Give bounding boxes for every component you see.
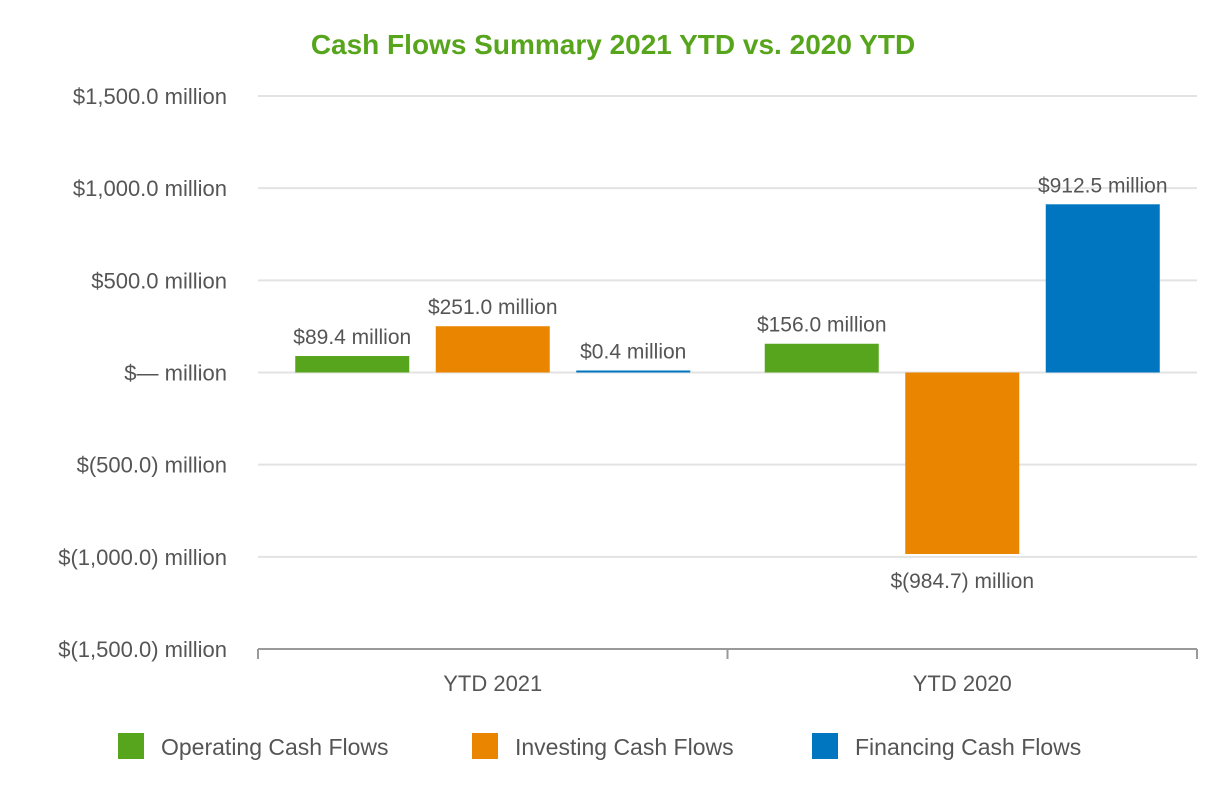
data-label: $89.4 million [293, 326, 411, 349]
legend-label: Operating Cash Flows [161, 734, 389, 760]
bar [764, 343, 879, 373]
bar [435, 326, 550, 373]
y-tick-label: $1,500.0 million [73, 84, 227, 109]
gridlines [258, 95, 1197, 558]
data-labels: $89.4 million $156.0 million $251.0 millio… [293, 174, 1167, 593]
data-label: $(984.7) million [890, 570, 1034, 593]
y-tick-label: $(500.0) million [77, 453, 227, 478]
y-tick-label: $(1,500.0) million [58, 637, 227, 662]
legend-label: Investing Cash Flows [515, 734, 734, 760]
x-tick-label: YTD 2020 [913, 671, 1012, 696]
bar [576, 370, 691, 373]
x-tick-label: YTD 2021 [443, 671, 542, 696]
legend: Operating Cash Flows Investing Cash Flows… [118, 733, 1081, 760]
data-label: $0.4 million [580, 341, 686, 364]
legend-swatch [118, 733, 144, 759]
legend-swatch [812, 733, 838, 759]
y-tick-label: $500.0 million [91, 268, 227, 293]
bar [1045, 204, 1160, 373]
data-label: $251.0 million [428, 296, 558, 319]
x-axis: YTD 2021 YTD 2020 [257, 648, 1198, 696]
y-tick-label: $(1,000.0) million [58, 545, 227, 570]
y-tick-label: $— million [124, 361, 227, 386]
chart-title: Cash Flows Summary 2021 YTD vs. 2020 YTD [311, 29, 915, 60]
data-label: $156.0 million [757, 314, 887, 337]
bars [295, 204, 1160, 555]
y-axis-tick-labels: $1,500.0 million $1,000.0 million $500.0 m… [58, 84, 227, 662]
legend-label: Financing Cash Flows [855, 734, 1081, 760]
legend-swatch [472, 733, 498, 759]
y-tick-label: $1,000.0 million [73, 176, 227, 201]
bar [295, 356, 410, 373]
data-label: $912.5 million [1038, 174, 1168, 197]
bar [905, 372, 1020, 555]
